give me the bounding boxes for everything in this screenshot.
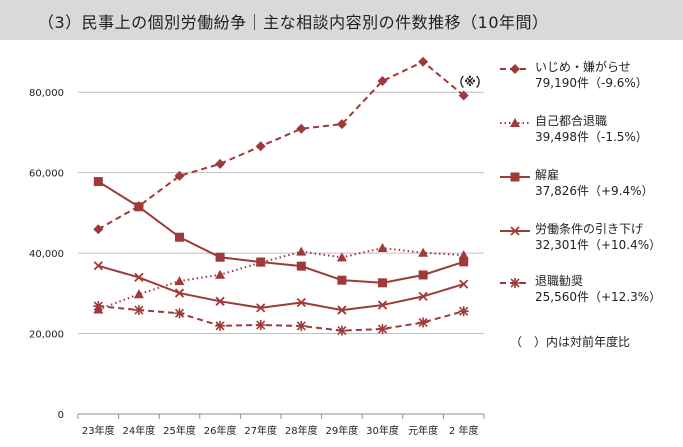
data-point <box>418 291 428 302</box>
data-point <box>337 305 347 315</box>
x-tick-label: 30年度 <box>366 424 399 437</box>
data-point <box>336 119 347 130</box>
data-point <box>378 278 387 288</box>
data-point <box>133 289 144 299</box>
data-point <box>337 275 347 285</box>
data-point <box>133 305 144 316</box>
series-line <box>98 305 464 332</box>
legend-value: 39,498件（-1.5%） <box>535 130 648 144</box>
x-tick-label: 28年度 <box>285 424 318 437</box>
data-point <box>458 306 469 317</box>
data-point <box>418 247 429 257</box>
series-line <box>97 180 465 284</box>
data-point <box>418 270 428 280</box>
legend-swatch-marker <box>510 278 520 288</box>
y-tick-label: 60,000 <box>29 169 64 180</box>
data-point <box>377 300 388 310</box>
data-point <box>336 325 347 336</box>
data-point <box>174 288 185 298</box>
x-tick-label: 2 年度 <box>449 424 479 437</box>
data-point <box>215 296 225 306</box>
data-point <box>296 297 306 308</box>
legend-swatch-marker <box>510 172 520 182</box>
legend-value: 37,826件（+9.4%） <box>535 184 654 198</box>
data-point <box>215 320 226 331</box>
x-tick-label: 24年度 <box>123 424 156 437</box>
x-tick-label: 元年度 <box>408 424 438 437</box>
legend-value: 79,190件（-9.6%） <box>535 76 648 90</box>
data-point <box>296 246 307 256</box>
legend-value: 32,301件（+10.4%） <box>535 238 661 252</box>
legend-label: 自己都合退職 <box>535 113 607 128</box>
data-point <box>377 75 388 86</box>
legend-label: 退職勧奨 <box>535 274 583 288</box>
legend-swatch-marker <box>510 64 520 74</box>
data-point <box>255 141 266 152</box>
data-point <box>175 232 184 242</box>
data-point <box>134 272 144 283</box>
x-tick-label: 27年度 <box>244 424 277 437</box>
data-point <box>174 308 185 319</box>
data-point <box>134 202 144 212</box>
data-point <box>459 257 469 267</box>
data-point <box>215 252 225 262</box>
title-bar: （3）民事上の個別労働紛争｜主な相談内容別の件数推移（10年間） <box>0 0 683 40</box>
data-point <box>174 276 185 286</box>
y-tick-label: 80,000 <box>29 88 64 99</box>
y-tick-label: 20,000 <box>29 330 64 341</box>
x-tick-label: 26年度 <box>204 424 237 437</box>
data-point <box>256 257 266 267</box>
legend-label: いじめ・嫌がらせ <box>535 59 631 74</box>
x-tick-label: 23年度 <box>82 424 115 437</box>
series-line <box>98 264 464 312</box>
data-point <box>418 56 429 67</box>
data-point <box>296 320 307 331</box>
data-point <box>93 261 103 271</box>
data-point <box>93 224 104 235</box>
legend-label: 解雇 <box>535 167 559 182</box>
data-point <box>336 252 347 262</box>
data-point <box>215 158 226 169</box>
data-point <box>255 320 266 331</box>
legend-value: 25,560件（+12.3%） <box>535 290 661 304</box>
series-line <box>97 60 465 231</box>
data-point <box>296 123 307 134</box>
data-point <box>458 90 469 101</box>
x-tick-label: 29年度 <box>326 424 359 437</box>
data-point <box>377 324 388 335</box>
y-tick-label: 40,000 <box>29 249 64 260</box>
data-point <box>377 243 388 253</box>
footnote: （ ）内は対前年度比 <box>510 334 630 349</box>
data-point <box>418 317 429 328</box>
data-point <box>93 301 104 312</box>
y-tick-label: 0 <box>58 410 64 421</box>
data-point <box>256 303 266 313</box>
data-point <box>459 279 469 289</box>
data-point <box>93 177 103 187</box>
data-point <box>215 269 226 279</box>
legend-label: 労働条件の引き下げ <box>535 222 643 236</box>
legend-swatch-marker <box>510 118 520 127</box>
x-tick-label: 25年度 <box>163 424 196 437</box>
annotation-note: （※） <box>452 74 488 89</box>
data-point <box>174 170 185 181</box>
data-point <box>458 250 469 260</box>
chart-title: （3）民事上の個別労働紛争｜主な相談内容別の件数推移（10年間） <box>38 13 549 32</box>
data-point <box>296 261 306 271</box>
legend-swatch-marker <box>510 226 520 236</box>
